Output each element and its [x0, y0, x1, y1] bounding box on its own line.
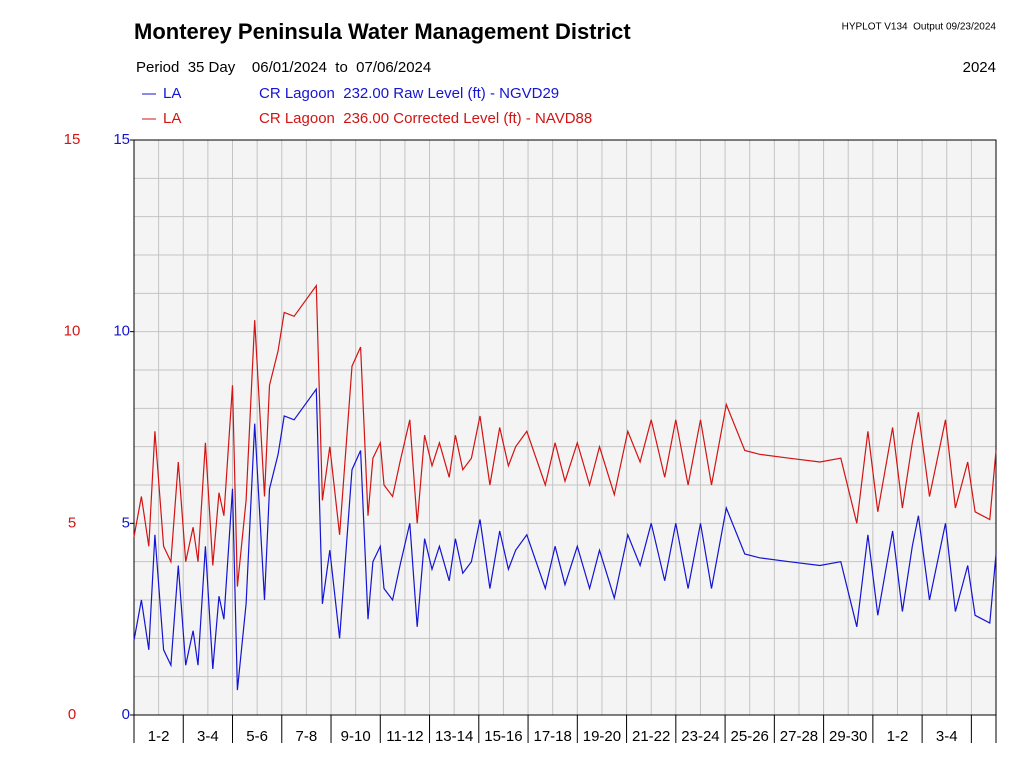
x-tick-label: 3-4 [197, 728, 219, 745]
y2-tick-label: 15 [64, 131, 81, 148]
x-tick-label: 17-18 [533, 728, 571, 745]
y-tick-label: 5 [122, 514, 130, 531]
version-label: HYPLOT V134 Output 09/23/2024 [842, 22, 997, 33]
x-tick-label: 27-28 [780, 728, 818, 745]
x-tick-label: 11-12 [386, 728, 423, 745]
x-tick-label: 21-22 [632, 728, 670, 745]
x-tick-label: 9-10 [341, 728, 371, 745]
plot-area [134, 140, 996, 715]
x-tick-label: 15-16 [484, 728, 522, 745]
legend-code: LA [163, 85, 181, 102]
series-line [133, 283, 997, 587]
legend-label: CR Lagoon 236.00 Corrected Level (ft) - … [259, 110, 592, 127]
y-tick-label: 10 [113, 323, 130, 340]
x-tick-label: 3-4 [936, 728, 958, 745]
y2-tick-label: 10 [64, 323, 81, 340]
x-tick-label: 23-24 [681, 728, 719, 745]
x-tick-label: 13-14 [435, 728, 473, 745]
y2-tick-label: 5 [68, 514, 76, 531]
series-line [133, 387, 997, 691]
x-tick-label: 5-6 [246, 728, 268, 745]
chart-title: Monterey Peninsula Water Management Dist… [134, 19, 631, 44]
legend-label: CR Lagoon 232.00 Raw Level (ft) - NGVD29 [259, 85, 559, 102]
period-label: Period 35 Day 06/01/2024 to 07/06/2024 [136, 59, 431, 76]
y2-tick-label: 0 [68, 706, 76, 723]
x-tick-label: 7-8 [296, 728, 318, 745]
x-tick-label: 1-2 [887, 728, 909, 745]
x-tick-label: 19-20 [583, 728, 621, 745]
y-tick-label: 0 [122, 706, 130, 723]
legend-code: LA [163, 110, 181, 127]
y-tick-label: 15 [113, 131, 130, 148]
year-label: 2024 [963, 59, 996, 76]
x-tick-label: 25-26 [731, 728, 769, 745]
x-tick-label: 1-2 [148, 728, 170, 745]
x-tick-label: 29-30 [829, 728, 867, 745]
